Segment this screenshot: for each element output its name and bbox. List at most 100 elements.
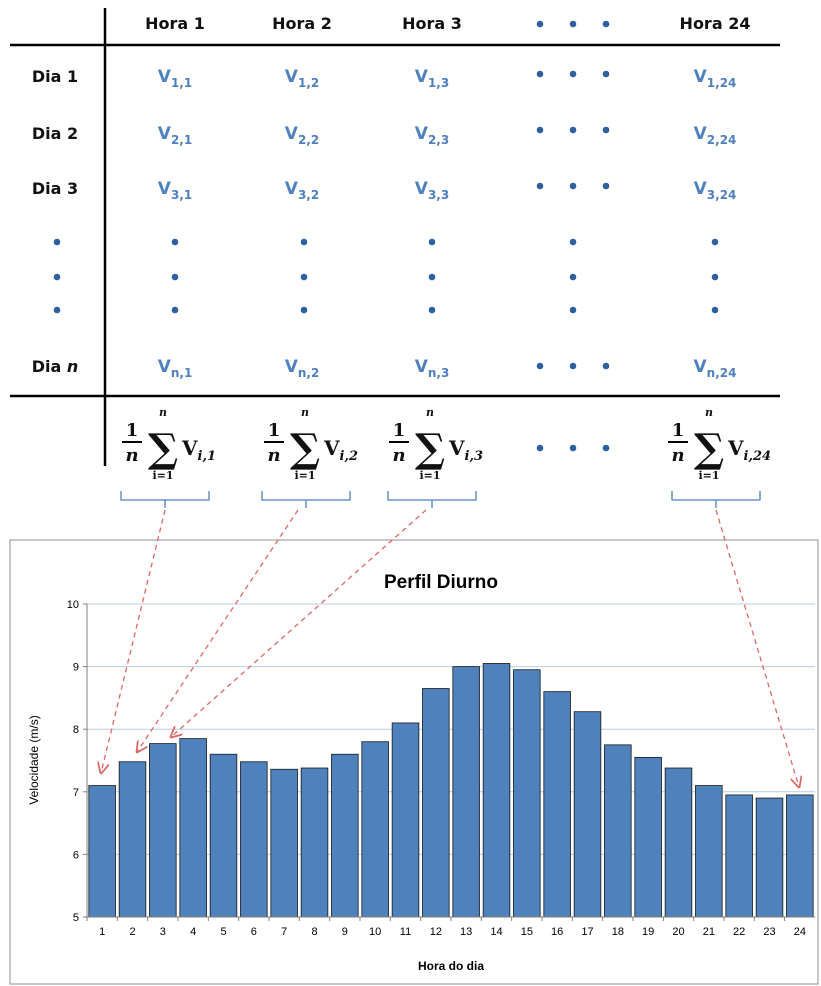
svg-text:∑: ∑ — [694, 425, 724, 472]
bar-hora-12 — [422, 688, 450, 918]
x-axis-label: Hora do dia — [418, 959, 484, 973]
svg-text:i=1: i=1 — [698, 469, 719, 482]
cell-v-2-24: V2,24 — [694, 124, 737, 147]
arrow-hora-2 — [137, 509, 299, 752]
x-tick-labels: 1 2 3 4 5 6 7 8 9 10 11 12 13 14 15 16 17 18 19 20 21 22 23 24 — [86, 917, 806, 938]
row-label-dia-2: Dia 2 — [32, 124, 78, 143]
cell-v-n-2: Vn,2 — [285, 357, 320, 380]
gridlines — [87, 603, 815, 855]
svg-text:∑: ∑ — [290, 425, 320, 472]
bar-hora-1 — [88, 785, 116, 918]
cell-v-n-3: Vn,3 — [415, 357, 450, 380]
svg-text:∑: ∑ — [148, 425, 178, 472]
x-tick-label: 3 — [160, 926, 166, 938]
bar-hora-11 — [391, 722, 420, 918]
arrows — [101, 509, 799, 787]
row-2-ellipsis — [536, 126, 610, 134]
y-tick-label: 9 — [73, 662, 79, 674]
table: Hora 1 Hora 2 Hora 3 Hora 24 Dia 1 V1,1 … — [10, 8, 780, 508]
x-tick-label: 17 — [581, 926, 593, 938]
svg-text:n: n — [392, 445, 405, 466]
cell-v-2-2: V2,2 — [285, 124, 319, 147]
x-tick-label: 16 — [551, 926, 563, 938]
bar-hora-10 — [361, 741, 389, 918]
svg-text:1: 1 — [393, 420, 406, 441]
svg-text:1: 1 — [672, 420, 685, 441]
sum-formula-hora-2: 1 n n ∑ i=1 Vi,2 — [264, 406, 358, 482]
svg-text:1: 1 — [126, 420, 139, 441]
row-label-dia-3: Dia 3 — [32, 179, 78, 198]
x-tick-label: 20 — [672, 926, 684, 938]
cell-v-1-24: V1,24 — [694, 67, 737, 90]
bar-hora-2 — [118, 761, 147, 918]
x-tick-label: 8 — [311, 926, 317, 938]
svg-text:Vi,2: Vi,2 — [323, 436, 358, 464]
bar-hora-22 — [725, 794, 753, 918]
bar-hora-15 — [513, 669, 541, 918]
svg-text:Vi,24: Vi,24 — [727, 436, 771, 464]
row-1-ellipsis — [536, 70, 610, 78]
x-tick-label: 13 — [460, 926, 472, 938]
bar-hora-5 — [209, 753, 238, 918]
col-header-hora-2: Hora 2 — [272, 14, 332, 33]
x-tick-label: 6 — [251, 926, 257, 938]
y-tick-label: 8 — [73, 724, 79, 736]
x-tick-label: 2 — [129, 926, 135, 938]
bar-hora-16 — [543, 691, 571, 918]
y-tick-label: 7 — [73, 787, 79, 799]
x-tick-label: 15 — [521, 926, 533, 938]
bar-hora-17 — [573, 711, 602, 918]
x-tick-label: 7 — [281, 926, 287, 938]
cell-v-3-2: V3,2 — [285, 179, 319, 202]
x-tick-label: 4 — [190, 926, 196, 938]
cell-v-n-24: Vn,24 — [694, 357, 737, 380]
bracket-hora-2 — [261, 491, 351, 508]
cell-v-1-2: V1,2 — [285, 67, 319, 90]
bracket-hora-24 — [671, 491, 761, 508]
svg-text:i=1: i=1 — [294, 469, 315, 482]
arrow-hora-3 — [171, 509, 427, 737]
x-tick-label: 9 — [342, 926, 348, 938]
svg-text:n: n — [267, 445, 280, 466]
bar-hora-7 — [270, 768, 298, 918]
bracket-hora-3 — [387, 491, 477, 508]
x-tick-label: 24 — [794, 926, 806, 938]
bar-hora-23 — [755, 797, 784, 918]
bar-hora-19 — [634, 756, 662, 918]
x-tick-label: 14 — [490, 926, 502, 938]
bar-hora-8 — [300, 767, 329, 918]
x-tick-label: 5 — [220, 926, 226, 938]
y-tick-label: 5 — [73, 912, 79, 924]
svg-text:∑: ∑ — [415, 425, 445, 472]
vertical-ellipsis-dots — [53, 238, 719, 314]
bracket-hora-1 — [120, 491, 210, 508]
cell-v-2-1: V2,1 — [158, 124, 192, 147]
y-tick-label: 6 — [73, 849, 79, 861]
cell-v-3-3: V3,3 — [415, 179, 449, 202]
x-tick-label: 1 — [99, 926, 105, 938]
brackets — [120, 491, 761, 508]
cell-v-2-3: V2,3 — [415, 124, 449, 147]
svg-text:n: n — [301, 406, 309, 419]
bar-hora-3 — [149, 743, 177, 918]
svg-text:n: n — [705, 406, 713, 419]
sum-formula-hora-24: 1 n n ∑ i=1 Vi,24 — [668, 406, 771, 482]
svg-text:1: 1 — [268, 420, 281, 441]
bar-hora-21 — [695, 785, 723, 918]
x-tick-label: 23 — [763, 926, 775, 938]
x-tick-label: 22 — [733, 926, 745, 938]
sum-row-ellipsis — [536, 444, 610, 452]
bar-hora-14 — [482, 663, 511, 918]
bar-hora-18 — [604, 744, 632, 918]
row-label-dia-1: Dia 1 — [32, 67, 78, 86]
bar-hora-4 — [179, 738, 207, 918]
row-3-ellipsis — [536, 182, 610, 190]
col-header-hora-3: Hora 3 — [402, 14, 462, 33]
svg-text:n: n — [159, 406, 167, 419]
bar-hora-9 — [331, 753, 359, 918]
x-tick-label: 12 — [430, 926, 442, 938]
col-header-hora-1: Hora 1 — [145, 14, 205, 33]
x-tick-label: 10 — [369, 926, 381, 938]
